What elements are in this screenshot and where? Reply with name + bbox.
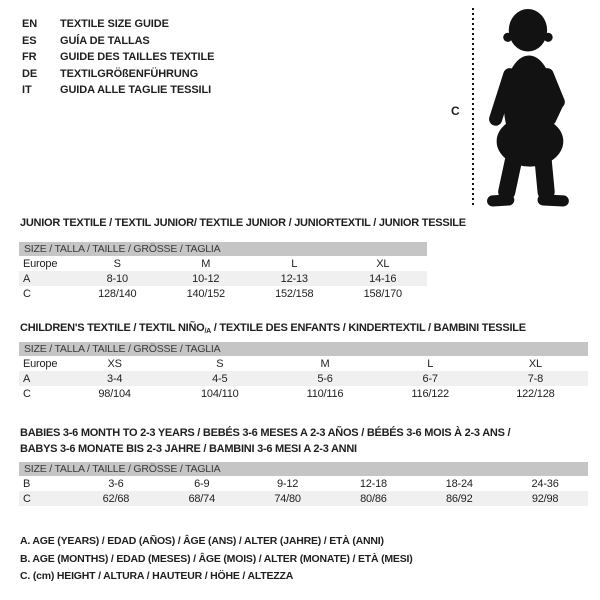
table-cell: 6-7 <box>422 372 439 385</box>
language-title: GUIDE DES TAILLES TEXTILE <box>60 51 215 63</box>
language-code: ES <box>22 34 37 47</box>
table-row-height: C 128/140 140/152 152/158 158/170 <box>19 286 427 301</box>
toddler-silhouette-image <box>487 9 569 207</box>
language-row: IT GUIDA ALLE TAGLIE TESSILI <box>22 82 214 99</box>
table-cell: L <box>427 357 434 370</box>
table-cell: S <box>113 257 121 270</box>
table-cell: 104/110 <box>201 387 239 400</box>
table-cell: 74/80 <box>274 492 301 505</box>
table-row-europe: Europe XS S M L XL <box>19 356 588 371</box>
table-cell: 24-36 <box>531 477 559 490</box>
table-cell: 3-4 <box>106 372 123 385</box>
height-measure-line <box>472 8 474 206</box>
table-row-age-months: B 3-6 6-9 9-12 12-18 18-24 24-36 <box>19 476 588 491</box>
row-label: A <box>23 372 31 385</box>
language-row: ES GUÍA DE TALLAS <box>22 33 214 50</box>
language-title: TEXTILGRÖßENFÜHRUNG <box>60 67 199 80</box>
row-label: B <box>23 477 31 490</box>
table-cell: 5-6 <box>317 372 333 385</box>
table-cell: 80/86 <box>360 492 387 505</box>
language-row: FR GUIDE DES TAILLES TEXTILE <box>22 49 214 66</box>
babies-size-table: SIZE / TALLA / TAILLE / GRÖSSE / TAGLIA … <box>19 462 588 506</box>
table-cell: 9-12 <box>276 477 299 490</box>
row-label: C <box>23 387 31 400</box>
table-cell: 152/158 <box>275 287 314 300</box>
height-measure-label: C <box>451 104 460 118</box>
table-cell: 3-6 <box>108 477 124 490</box>
table-row-height: C 98/104 104/110 110/116 116/122 122/128 <box>19 386 588 401</box>
row-label: A <box>23 272 31 285</box>
table-cell: L <box>291 257 298 270</box>
language-title: GUÍA DE TALLAS <box>60 34 150 47</box>
children-title-text: CHILDREN'S TEXTILE / TEXTIL NIÑO <box>20 322 205 334</box>
table-cell: 12-18 <box>359 477 387 490</box>
legend-line-b: B. AGE (MONTHS) / EDAD (MESES) / ÂGE (MO… <box>20 552 413 565</box>
legend-line-c: C. (cm) HEIGHT / ALTURA / HAUTEUR / HÖHE… <box>20 570 294 582</box>
table-cell: 128/140 <box>98 287 137 300</box>
table-cell: 116/122 <box>411 387 449 400</box>
language-code: DE <box>22 67 38 80</box>
language-code: EN <box>22 18 38 30</box>
table-cell: 122/128 <box>516 387 555 400</box>
row-label: Europe <box>23 257 58 270</box>
legend: A. AGE (YEARS) / EDAD (AÑOS) / ÂGE (ANS)… <box>20 533 413 586</box>
language-row: EN TEXTILE SIZE GUIDE <box>22 16 214 33</box>
language-row: DE TEXTILGRÖßENFÜHRUNG <box>22 66 214 83</box>
table-row-age-years: A 3-4 4-5 5-6 6-7 7-8 <box>19 371 588 386</box>
table-cell: 8-10 <box>106 272 128 285</box>
table-cell: 68/74 <box>188 492 215 505</box>
table-cell: M <box>320 357 330 370</box>
babies-title-line1: BABIES 3-6 MONTH TO 2-3 YEARS / BEBÉS 3-… <box>20 427 511 439</box>
children-title-text: / TEXTILE DES ENFANTS / KINDERTEXTIL / B… <box>210 322 526 334</box>
table-cell: XL <box>528 357 542 370</box>
table-cell: XL <box>376 257 390 270</box>
size-header-bar: SIZE / TALLA / TAILLE / GRÖSSE / TAGLIA <box>19 462 588 476</box>
table-cell: 14-16 <box>369 272 397 285</box>
language-code: IT <box>22 84 32 96</box>
row-label: C <box>23 492 31 505</box>
table-cell: 86/92 <box>445 492 473 505</box>
row-label: Europe <box>23 357 58 370</box>
size-header-bar: SIZE / TALLA / TAILLE / GRÖSSE / TAGLIA <box>19 242 427 256</box>
table-row-europe: Europe S M L XL <box>19 256 427 271</box>
table-cell: M <box>201 257 211 270</box>
language-guide: EN TEXTILE SIZE GUIDE ES GUÍA DE TALLAS … <box>22 16 214 99</box>
table-cell: 18-24 <box>445 477 473 490</box>
children-title-sub: /A <box>204 328 211 335</box>
table-cell: 158/170 <box>363 287 403 300</box>
table-cell: 6-9 <box>194 477 210 490</box>
junior-table-title: JUNIOR TEXTILE / TEXTIL JUNIOR/ TEXTILE … <box>20 217 466 229</box>
table-cell: 10-12 <box>192 272 220 285</box>
table-cell: S <box>216 357 224 370</box>
table-cell: 62/68 <box>102 492 130 505</box>
babies-title-line2: BABYS 3-6 MONATE BIS 2-3 JAHRE / BAMBINI… <box>20 443 357 455</box>
language-title: TEXTILE SIZE GUIDE <box>60 18 169 30</box>
table-cell: 98/104 <box>98 387 131 400</box>
table-row-age-years: A 8-10 10-12 12-13 14-16 <box>19 271 427 286</box>
children-table-title: CHILDREN'S TEXTILE / TEXTIL NIÑO/A / TEX… <box>20 322 526 338</box>
table-row-height: C 62/68 68/74 74/80 80/86 86/92 92/98 <box>19 491 588 506</box>
table-cell: 140/152 <box>186 287 226 300</box>
table-cell: 92/98 <box>531 492 559 505</box>
babies-table-title: BABIES 3-6 MONTH TO 2-3 YEARS / BEBÉS 3-… <box>20 425 511 457</box>
table-cell: 4-5 <box>212 372 228 385</box>
table-cell: 12-13 <box>280 272 308 285</box>
table-cell: 7-8 <box>527 372 544 385</box>
row-label: C <box>23 287 31 300</box>
language-title: GUIDA ALLE TAGLIE TESSILI <box>60 84 212 96</box>
children-size-table: SIZE / TALLA / TAILLE / GRÖSSE / TAGLIA … <box>19 342 588 401</box>
table-cell: XS <box>107 357 122 370</box>
legend-line-a: A. AGE (YEARS) / EDAD (AÑOS) / ÂGE (ANS)… <box>20 535 384 547</box>
language-code: FR <box>22 51 37 63</box>
size-header-bar: SIZE / TALLA / TAILLE / GRÖSSE / TAGLIA <box>19 342 588 356</box>
junior-size-table: SIZE / TALLA / TAILLE / GRÖSSE / TAGLIA … <box>19 242 427 301</box>
table-cell: 110/116 <box>306 387 344 400</box>
